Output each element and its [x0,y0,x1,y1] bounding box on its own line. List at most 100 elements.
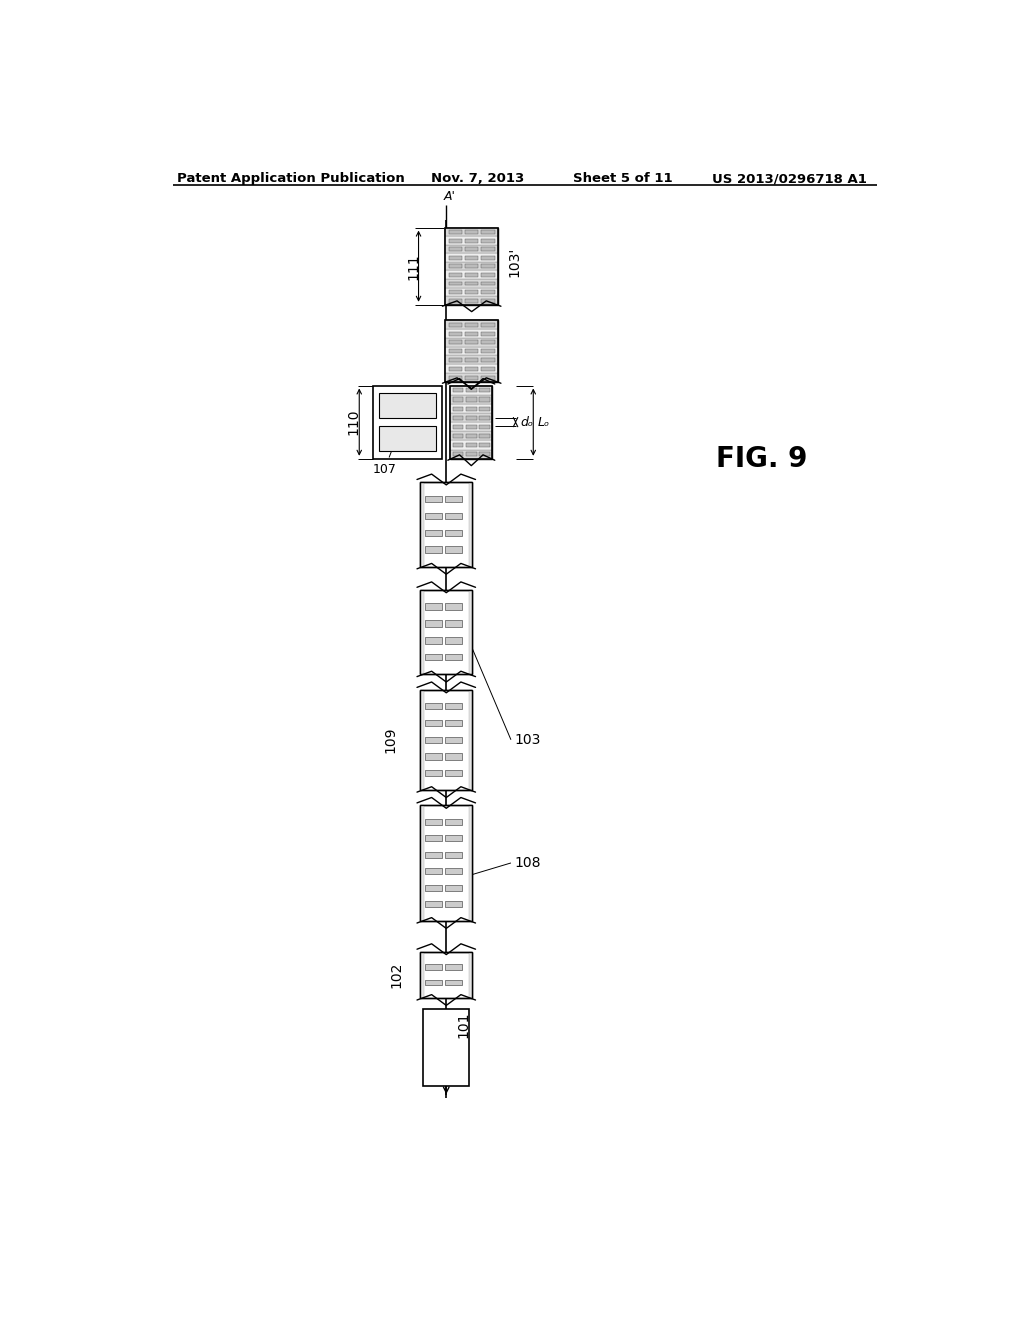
Bar [449,341,462,345]
Bar [466,425,476,429]
Bar [479,407,489,411]
Bar [465,256,478,260]
Bar [445,496,462,502]
Bar [425,529,441,536]
Bar [425,770,441,776]
Text: Sheet 5 of 11: Sheet 5 of 11 [573,173,673,185]
Bar [449,230,462,234]
Bar [451,385,493,459]
Bar [445,754,462,759]
Bar [469,805,472,921]
Bar [465,341,478,345]
Bar [481,281,495,285]
Bar [449,264,462,268]
Text: dₒ: dₒ [520,416,534,429]
Bar [445,364,498,374]
Bar [465,367,478,371]
Bar [465,376,478,380]
Bar [420,805,472,921]
Bar [445,770,462,776]
Bar [420,482,424,566]
Bar [445,512,462,519]
Bar [425,496,441,502]
Bar [466,444,476,447]
Bar [465,290,478,294]
Text: US 2013/0296718 A1: US 2013/0296718 A1 [712,173,866,185]
Bar [420,805,424,921]
Bar [479,453,489,457]
Text: 111: 111 [407,253,420,280]
Bar [453,444,463,447]
Bar [420,805,472,921]
Bar [451,432,493,441]
Bar [445,869,462,874]
Bar [451,450,493,459]
Bar [453,453,463,457]
Bar [466,397,476,401]
Text: A': A' [443,190,456,203]
Bar [425,979,441,985]
Bar [481,230,495,234]
Bar [425,851,441,858]
Bar [420,952,472,998]
Bar [466,434,476,438]
Bar [425,512,441,519]
Text: 101: 101 [457,1011,471,1038]
Bar [445,719,462,726]
Bar [445,546,462,553]
Bar [481,323,495,327]
Bar [466,416,476,420]
Bar [466,453,476,457]
Bar [479,416,489,420]
Bar [445,253,498,261]
Bar [445,288,498,296]
Bar [453,397,463,401]
Bar [425,836,441,841]
Bar [445,620,462,627]
Bar [449,281,462,285]
Bar [445,329,498,338]
Text: 108: 108 [515,855,542,870]
Text: 107: 107 [373,442,396,475]
Bar [425,655,441,660]
Bar [420,590,424,675]
Bar [465,323,478,327]
Bar [425,638,441,644]
Bar [449,290,462,294]
Bar [445,347,498,355]
Bar [465,358,478,362]
Bar [445,338,498,346]
Bar [445,321,498,329]
Bar [445,704,462,709]
Bar [479,397,489,401]
Bar [465,350,478,354]
Bar [481,376,495,380]
Bar [445,603,462,610]
Text: 103': 103' [507,247,521,277]
Bar [445,374,498,381]
Bar [425,704,441,709]
Bar [449,256,462,260]
Bar [445,279,498,288]
Bar [425,884,441,891]
Bar [481,298,495,302]
Bar [445,321,498,381]
Bar [445,227,498,305]
Bar [445,638,462,644]
Bar [481,239,495,243]
Bar [449,273,462,277]
Bar [465,264,478,268]
Bar [445,271,498,279]
Bar [481,350,495,354]
Text: FIG. 9: FIG. 9 [716,445,808,473]
Bar [449,239,462,243]
Bar [420,952,424,998]
Text: 102: 102 [389,961,403,987]
Bar [451,441,493,450]
Bar [481,331,495,335]
Bar [465,247,478,251]
Bar [445,261,498,271]
Bar [425,737,441,743]
Bar [425,603,441,610]
Bar [451,385,493,459]
